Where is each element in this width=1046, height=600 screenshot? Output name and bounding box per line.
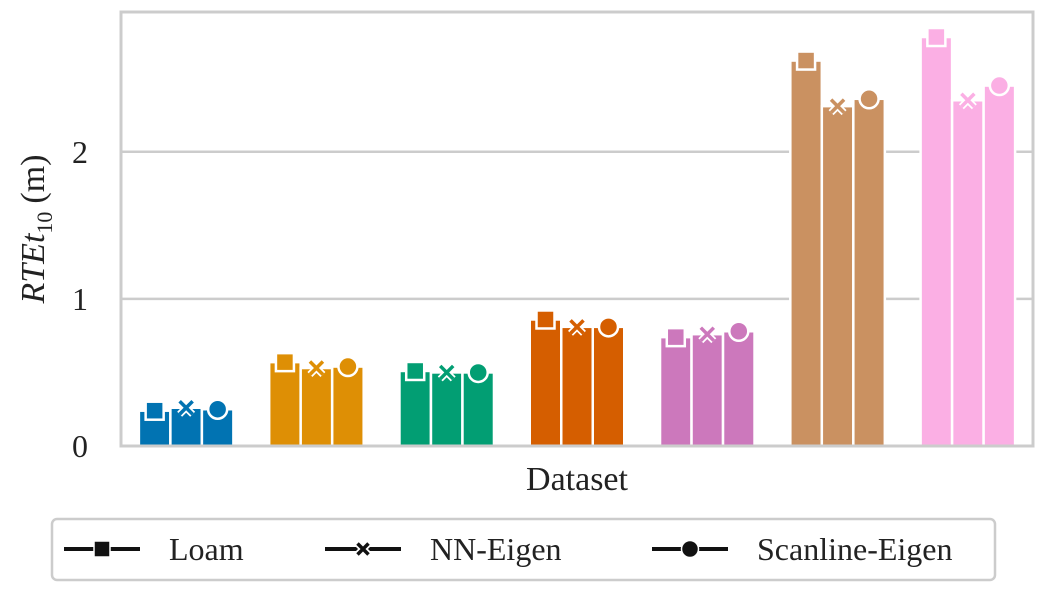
legend-items: Loam NN-Eigen Scanline-Eigen <box>64 531 952 567</box>
bar-marker-circle <box>728 320 750 342</box>
bar <box>789 59 824 448</box>
y-axis-title-t: t <box>15 232 52 243</box>
bar-marker-square <box>795 50 817 71</box>
bar <box>528 318 563 448</box>
x-axis-title: Dataset <box>526 461 629 498</box>
bar-marker-x-stroke <box>960 92 976 109</box>
bar-marker-x <box>958 91 977 110</box>
bar <box>169 406 204 448</box>
bar <box>852 97 887 448</box>
bar <box>461 371 496 448</box>
bar <box>429 371 464 448</box>
bar-marker-x-stroke <box>438 364 455 381</box>
bar <box>950 99 985 448</box>
bar-marker-x <box>698 325 717 344</box>
bar-marker-x-stroke <box>829 98 846 114</box>
bar-marker-square <box>404 360 426 382</box>
bar <box>721 329 756 448</box>
bar-marker-circle <box>206 398 229 420</box>
legend-box <box>50 517 997 582</box>
y-axis-title-main: RTE <box>15 243 52 305</box>
y-tick-labels: 0 1 2 <box>72 134 88 464</box>
bar <box>820 104 855 448</box>
legend-marker-x <box>356 542 370 556</box>
bar <box>591 325 626 448</box>
y-tick-label: 1 <box>72 281 88 317</box>
bar-marker-circle <box>337 355 359 378</box>
legend-label: NN-Eigen <box>430 531 562 567</box>
legend-marker-square <box>93 540 111 558</box>
bar-marker-x-stroke <box>178 400 194 416</box>
grid-lines <box>121 150 1033 301</box>
bar-marker-circle <box>858 88 880 110</box>
y-axis-title: RTEt10 (m) <box>15 155 57 305</box>
bar-marker-circle <box>467 361 489 384</box>
y-axis-title-subscript: 10 <box>32 212 57 234</box>
bar-marker-x <box>177 398 196 417</box>
bar-marker-circle <box>597 316 620 338</box>
bar <box>919 35 954 448</box>
bar-marker-square <box>144 400 165 421</box>
bar-marker-x-stroke <box>569 319 585 335</box>
legend-label: Scanline-Eigen <box>757 531 952 567</box>
y-tick-label: 2 <box>72 134 88 170</box>
bar <box>398 369 433 448</box>
bar-marker-square <box>274 351 296 373</box>
y-axis-title-unit: (m) <box>15 155 52 204</box>
bars <box>137 26 1017 448</box>
bar-marker-x-stroke <box>308 360 325 376</box>
bar-marker-x-stroke <box>699 326 716 342</box>
bar <box>299 366 334 448</box>
plot-frame <box>119 10 1035 448</box>
bar-marker-x <box>828 97 847 116</box>
bar-marker-x <box>307 359 326 378</box>
bar-marker-x <box>568 317 586 336</box>
bar-marker-square <box>535 309 556 330</box>
bar <box>982 84 1017 448</box>
bar <box>267 360 302 448</box>
legend: Loam NN-Eigen Scanline-Eigen <box>50 517 997 582</box>
bar-marker-square <box>665 326 687 348</box>
y-tick-label: 0 <box>72 428 88 464</box>
legend-marker-circle <box>680 539 700 559</box>
bar <box>690 332 725 448</box>
bar-marker-x <box>437 363 456 382</box>
bar <box>560 325 594 448</box>
legend-label: Loam <box>169 531 244 567</box>
bar <box>330 365 365 448</box>
bar-marker-circle <box>988 74 1011 97</box>
bar <box>658 335 693 448</box>
bar-marker-square <box>926 26 947 48</box>
